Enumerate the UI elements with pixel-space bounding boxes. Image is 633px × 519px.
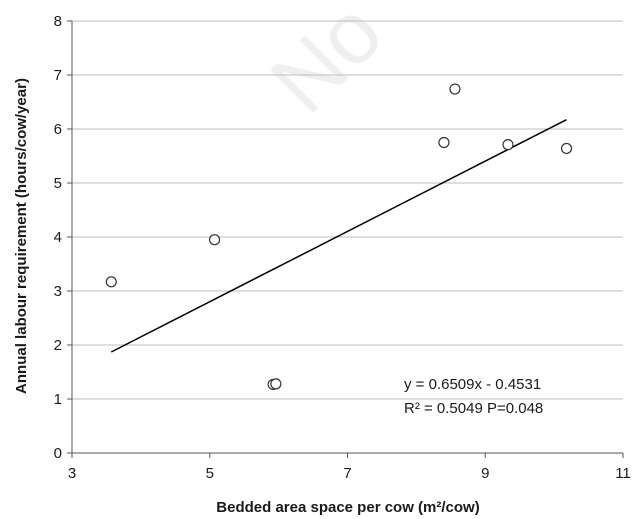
x-tick-label: 11: [615, 465, 631, 482]
data-point: [560, 142, 573, 155]
regression-equation: y = 0.6509x - 0.4531: [404, 376, 541, 393]
trendline: [110, 118, 567, 353]
y-tick-label: 2: [54, 337, 62, 354]
data-points: [105, 83, 573, 391]
y-axis-title: Annual labour requirement (hours/cow/yea…: [13, 78, 30, 394]
x-tick-labels: 3 5 7 9 11: [68, 465, 631, 482]
data-point: [270, 378, 282, 390]
y-tick-label: 1: [54, 391, 62, 408]
y-tick-labels: 0 1 2 3 4 5 6 7 8: [54, 13, 62, 462]
data-point: [208, 234, 221, 246]
r-squared-label: R² = 0.5049 P=0.048: [404, 400, 543, 417]
axes: [67, 20, 624, 458]
y-tick-label: 5: [54, 175, 62, 192]
y-tick-label: 6: [54, 121, 62, 138]
x-tick-label: 3: [68, 465, 76, 482]
y-tick-label: 8: [54, 13, 62, 30]
data-point: [502, 139, 514, 151]
y-tick-label: 0: [54, 445, 62, 462]
y-tick-label: 3: [54, 283, 62, 300]
x-axis-title: Bedded area space per cow (m²/cow): [216, 499, 479, 516]
gridlines: [72, 20, 623, 400]
trendline-group: [110, 118, 567, 353]
data-point: [438, 136, 450, 149]
x-tick-label: 7: [343, 465, 351, 482]
y-tick-label: 7: [54, 67, 62, 84]
data-point: [105, 276, 117, 288]
y-tick-label: 4: [54, 229, 62, 246]
data-point: [449, 83, 461, 95]
watermark: No: [251, 0, 401, 131]
x-tick-label: 9: [481, 465, 489, 482]
x-tick-label: 5: [206, 465, 214, 482]
